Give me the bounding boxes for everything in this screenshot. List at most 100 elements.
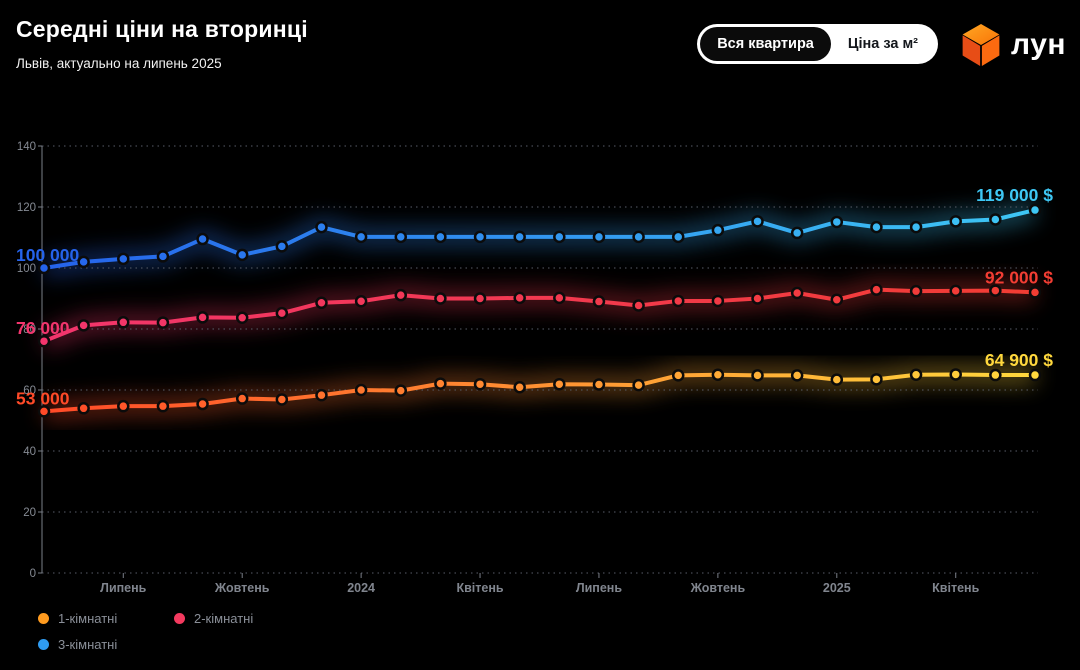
point-1-кімнатні-1[interactable] — [77, 402, 90, 415]
y-tick-label-100: 100 — [17, 263, 36, 275]
point-1-кімнатні-16[interactable] — [671, 369, 685, 382]
y-tick-label-120: 120 — [17, 202, 36, 214]
point-1-кімнатні-13[interactable] — [553, 377, 566, 391]
point-2-кімнатні-6[interactable] — [275, 306, 289, 320]
point-1-кімнатні-7[interactable] — [315, 388, 328, 402]
point-2-кімнатні-17[interactable] — [711, 294, 725, 308]
point-3-кімнатні-19[interactable] — [790, 226, 804, 240]
point-2-кімнатні-24[interactable] — [989, 284, 1002, 297]
series-glow-3-кімнатні — [42, 201, 1038, 277]
point-1-кімнатні-18[interactable] — [751, 369, 764, 382]
point-3-кімнатні-0[interactable] — [37, 261, 51, 275]
legend-dot-3room — [38, 639, 49, 650]
point-2-кімнатні-3[interactable] — [156, 316, 170, 329]
x-tick-label-Квітень: Квітень — [456, 581, 503, 595]
point-2-кімнатні-0[interactable] — [37, 334, 51, 348]
point-1-кімнатні-17[interactable] — [711, 368, 725, 381]
point-2-кімнатні-16[interactable] — [671, 294, 685, 308]
start-value-label-1-кімнатні: 53 000 — [16, 388, 70, 408]
point-1-кімнатні-4[interactable] — [196, 397, 209, 411]
point-2-кімнатні-11[interactable] — [473, 292, 487, 305]
point-3-кімнатні-24[interactable] — [989, 213, 1002, 226]
point-3-кімнатні-20[interactable] — [830, 215, 844, 229]
point-1-кімнатні-25[interactable] — [1028, 368, 1042, 382]
end-value-label-3-кімнатні: 119 000 $ — [976, 185, 1053, 205]
point-1-кімнатні-8[interactable] — [354, 383, 368, 397]
price-mode-toggle: Вся квартира Ціна за м² — [697, 24, 938, 64]
point-3-кімнатні-14[interactable] — [592, 230, 606, 244]
point-2-кімнатні-2[interactable] — [117, 316, 130, 329]
point-3-кімнатні-9[interactable] — [394, 230, 408, 244]
point-1-кімнатні-24[interactable] — [989, 368, 1002, 382]
point-1-кімнатні-3[interactable] — [156, 399, 170, 413]
point-3-кімнатні-12[interactable] — [513, 230, 526, 244]
point-2-кімнатні-23[interactable] — [949, 284, 962, 298]
point-1-кімнатні-6[interactable] — [275, 393, 289, 406]
toggle-price-per-m2[interactable]: Ціна за м² — [830, 27, 935, 61]
point-2-кімнатні-18[interactable] — [751, 292, 764, 305]
lun-logo[interactable]: лун — [960, 22, 1066, 68]
legend-item-3room[interactable]: 3-кімнатні — [38, 637, 174, 652]
toggle-whole-apartment[interactable]: Вся квартира — [700, 27, 831, 61]
x-tick-label-Жовтень: Жовтень — [214, 581, 270, 595]
point-3-кімнатні-21[interactable] — [870, 220, 883, 234]
point-1-кімнатні-23[interactable] — [949, 368, 962, 381]
point-1-кімнатні-21[interactable] — [870, 373, 883, 386]
point-3-кімнатні-17[interactable] — [711, 223, 725, 237]
point-1-кімнатні-22[interactable] — [909, 368, 923, 381]
end-value-label-2-кімнатні: 92 000 $ — [985, 267, 1053, 287]
point-2-кімнатні-5[interactable] — [235, 311, 249, 324]
point-1-кімнатні-15[interactable] — [632, 378, 645, 392]
point-3-кімнатні-18[interactable] — [751, 215, 764, 228]
point-1-кімнатні-14[interactable] — [592, 378, 606, 391]
point-3-кімнатні-8[interactable] — [354, 230, 368, 244]
point-3-кімнатні-7[interactable] — [315, 220, 328, 234]
point-3-кімнатні-10[interactable] — [434, 230, 447, 244]
point-2-кімнатні-7[interactable] — [315, 296, 328, 310]
legend-item-2room[interactable]: 2-кімнатні — [174, 611, 253, 626]
point-2-кімнатні-1[interactable] — [77, 319, 90, 332]
header: Середні ціни на вторинці Львів, актуальн… — [0, 0, 1080, 100]
point-2-кімнатні-4[interactable] — [196, 311, 209, 324]
point-3-кімнатні-3[interactable] — [156, 250, 170, 263]
point-1-кімнатні-0[interactable] — [37, 405, 51, 418]
point-2-кімнатні-13[interactable] — [553, 291, 566, 305]
point-2-кімнатні-15[interactable] — [632, 299, 645, 312]
point-1-кімнатні-5[interactable] — [235, 392, 249, 405]
point-3-кімнатні-1[interactable] — [77, 255, 90, 269]
lun-cube-icon — [962, 24, 1000, 66]
point-1-кімнатні-20[interactable] — [830, 373, 844, 386]
point-3-кімнатні-15[interactable] — [632, 230, 645, 244]
series-line-3-кімнатні — [42, 208, 1037, 270]
point-3-кімнатні-5[interactable] — [235, 248, 249, 262]
point-2-кімнатні-19[interactable] — [790, 286, 804, 300]
x-tick-label-Жовтень: Жовтень — [690, 581, 746, 595]
point-3-кімнатні-11[interactable] — [473, 230, 487, 244]
point-1-кімнатні-2[interactable] — [117, 399, 130, 413]
point-3-кімнатні-16[interactable] — [671, 230, 685, 244]
point-2-кімнатні-8[interactable] — [354, 294, 368, 308]
point-2-кімнатні-22[interactable] — [909, 284, 923, 298]
point-2-кімнатні-14[interactable] — [592, 295, 606, 308]
point-3-кімнатні-13[interactable] — [553, 230, 566, 244]
point-2-кімнатні-20[interactable] — [830, 293, 844, 306]
point-3-кімнатні-22[interactable] — [909, 220, 923, 234]
legend-item-1room[interactable]: 1-кімнатні — [38, 611, 174, 626]
point-1-кімнатні-9[interactable] — [394, 384, 408, 397]
point-1-кімнатні-19[interactable] — [790, 369, 804, 382]
point-2-кімнатні-9[interactable] — [394, 288, 408, 302]
point-2-кімнатні-25[interactable] — [1028, 286, 1042, 299]
point-3-кімнатні-6[interactable] — [275, 240, 289, 253]
point-3-кімнатні-4[interactable] — [196, 232, 209, 246]
y-tick-label-140: 140 — [17, 141, 36, 153]
legend-label-2room: 2-кімнатні — [194, 611, 254, 626]
point-3-кімнатні-25[interactable] — [1028, 203, 1042, 217]
point-2-кімнатні-12[interactable] — [513, 291, 526, 305]
point-3-кімнатні-2[interactable] — [117, 252, 130, 266]
point-2-кімнатні-21[interactable] — [870, 283, 883, 296]
point-3-кімнатні-23[interactable] — [949, 215, 962, 228]
point-2-кімнатні-10[interactable] — [434, 292, 447, 305]
point-1-кімнатні-11[interactable] — [473, 377, 487, 391]
point-1-кімнатні-10[interactable] — [434, 377, 447, 390]
point-1-кімнатні-12[interactable] — [513, 381, 526, 394]
